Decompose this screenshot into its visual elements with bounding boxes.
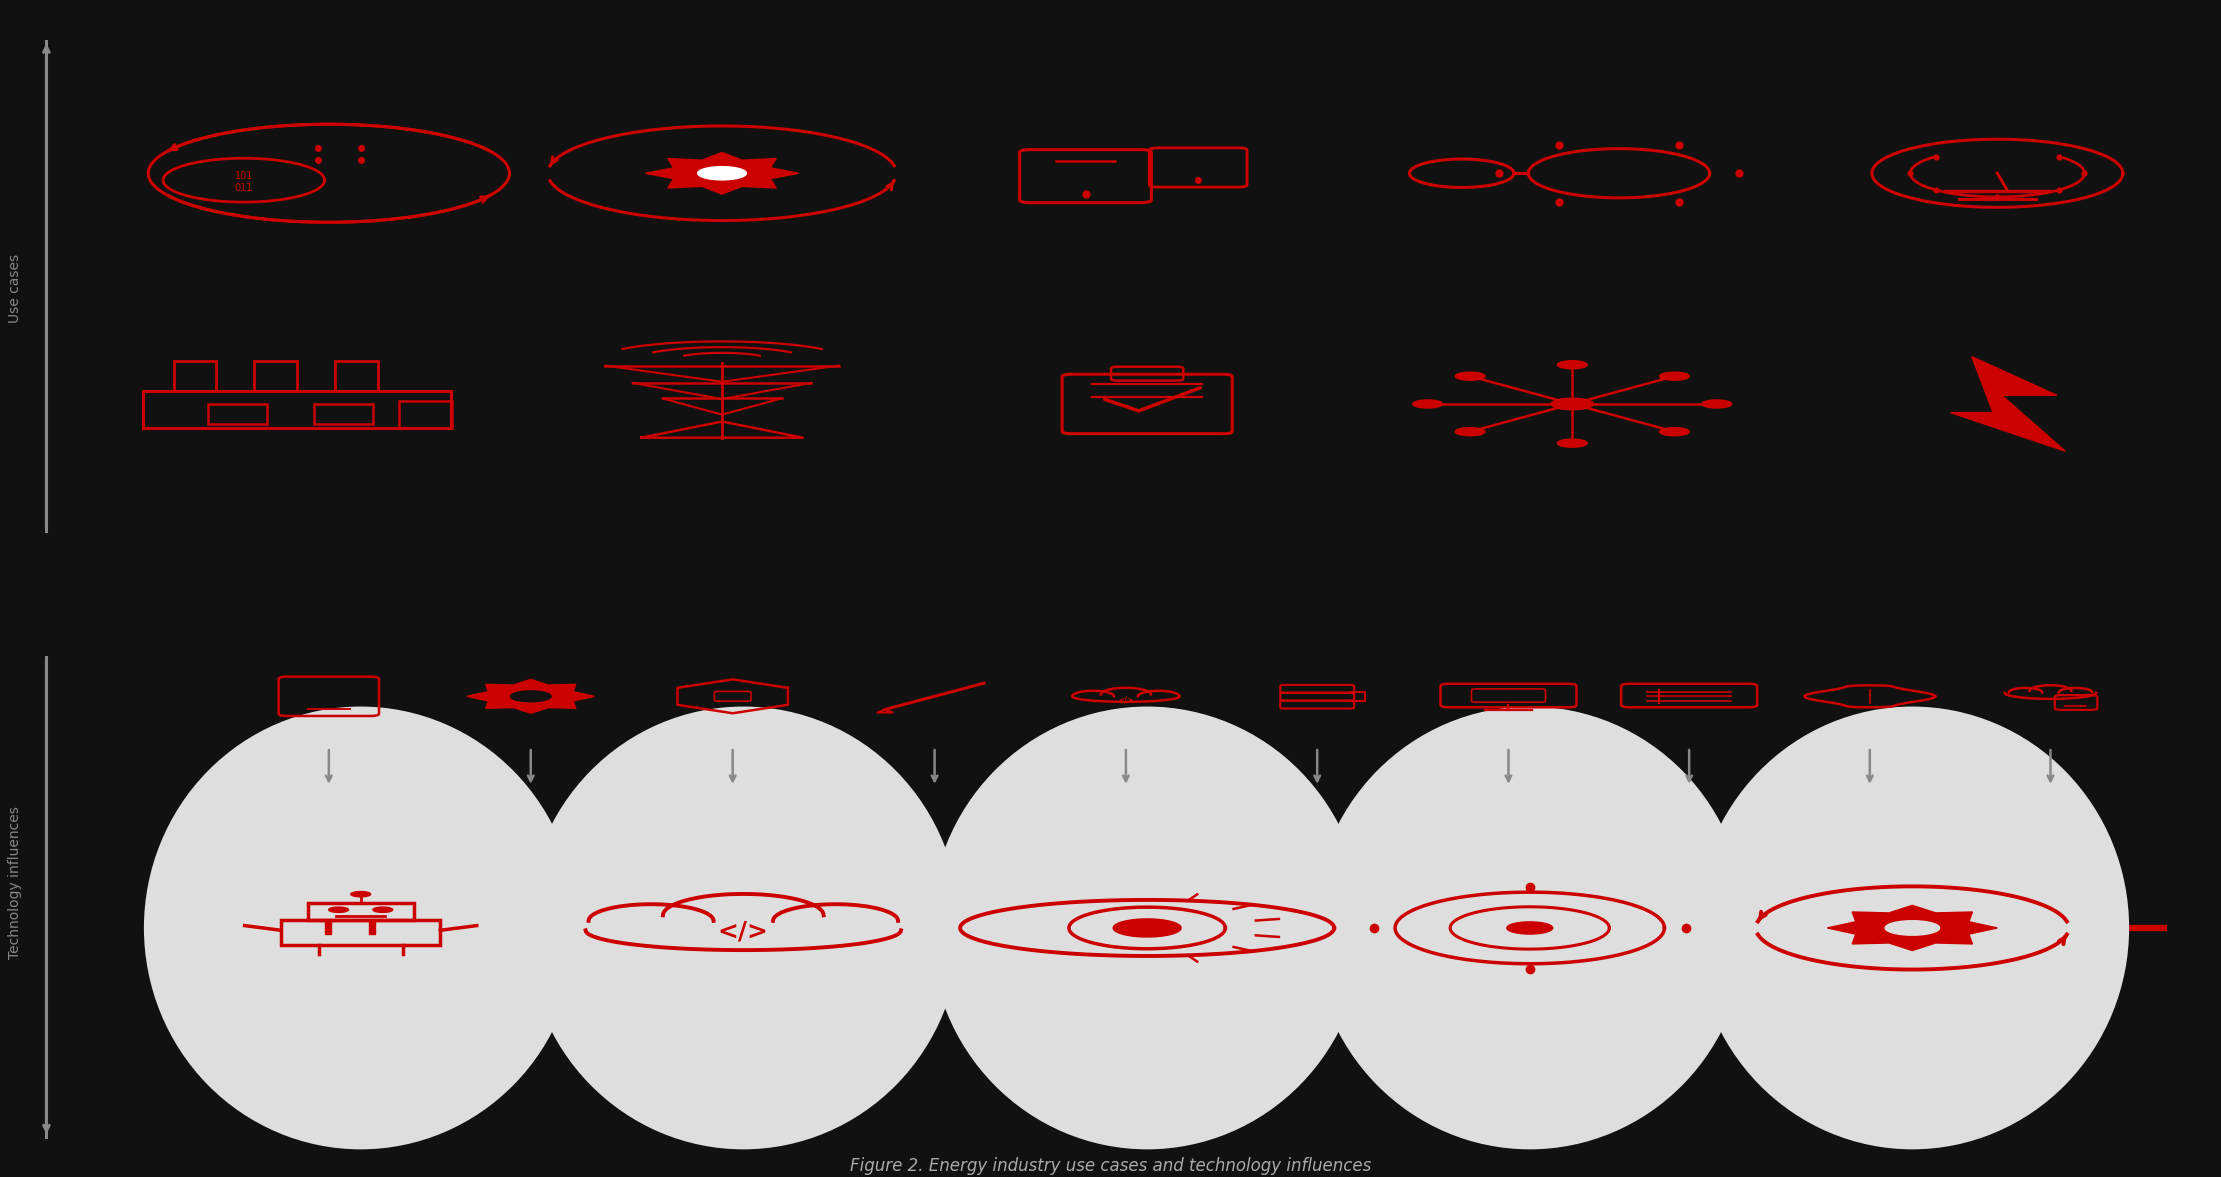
- Text: Use cases: Use cases: [9, 254, 22, 324]
- Text: EV charging
stations: EV charging stations: [1524, 69, 1621, 109]
- Polygon shape: [1455, 372, 1486, 380]
- Polygon shape: [1550, 398, 1592, 410]
- Polygon shape: [1113, 919, 1182, 937]
- Ellipse shape: [1313, 706, 1746, 1150]
- Ellipse shape: [1695, 706, 2130, 1150]
- Polygon shape: [351, 891, 371, 897]
- Polygon shape: [329, 907, 349, 912]
- Polygon shape: [1413, 400, 1444, 408]
- Polygon shape: [646, 153, 800, 194]
- Polygon shape: [1659, 427, 1690, 435]
- Polygon shape: [1659, 372, 1690, 380]
- Polygon shape: [511, 691, 551, 701]
- Polygon shape: [373, 907, 393, 912]
- Text: Transmission: Transmission: [669, 288, 775, 306]
- Text: Regulatory
compliance: Regulatory compliance: [1099, 288, 1195, 328]
- Text: </>: </>: [1117, 696, 1133, 705]
- Polygon shape: [466, 679, 595, 713]
- Text: Figure 2. Energy industry use cases and technology influences: Figure 2. Energy industry use cases and …: [851, 1157, 1370, 1175]
- Text: Automation: Automation: [673, 69, 771, 87]
- Text: Smart grid: Smart grid: [1528, 288, 1617, 306]
- Ellipse shape: [526, 706, 959, 1150]
- Ellipse shape: [144, 706, 577, 1150]
- Text: Mobile: Mobile: [1119, 69, 1175, 87]
- Text: Digital
transformation: Digital transformation: [235, 69, 360, 109]
- Text: </>: </>: [717, 919, 768, 943]
- Polygon shape: [1828, 905, 1997, 951]
- Polygon shape: [1455, 427, 1486, 435]
- Polygon shape: [1557, 439, 1588, 447]
- Text: Plant operations: Plant operations: [229, 288, 364, 306]
- Polygon shape: [697, 167, 746, 180]
- Text: Technology influences: Technology influences: [9, 806, 22, 959]
- Ellipse shape: [931, 706, 1364, 1150]
- Text: 101: 101: [235, 171, 253, 181]
- Polygon shape: [1886, 920, 1939, 936]
- Polygon shape: [1506, 922, 1552, 935]
- Polygon shape: [1701, 400, 1732, 408]
- Polygon shape: [1950, 357, 2066, 451]
- Text: Renewables: Renewables: [1948, 288, 2048, 306]
- Polygon shape: [1557, 360, 1588, 368]
- Text: 011: 011: [235, 182, 253, 193]
- Text: Smart meters: Smart meters: [1941, 69, 2054, 87]
